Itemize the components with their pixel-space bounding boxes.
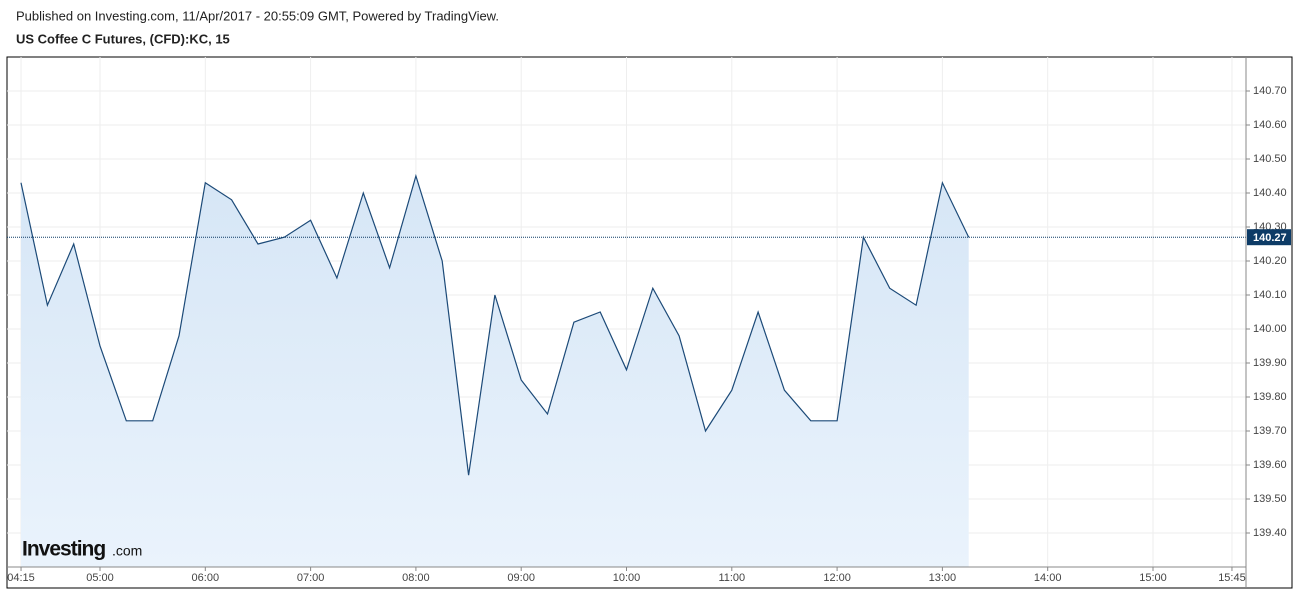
last-price-badge bbox=[1247, 229, 1291, 246]
y-tick-label: 140.00 bbox=[1253, 323, 1287, 335]
y-tick-label: 140.40 bbox=[1253, 187, 1287, 199]
x-tick-label: 05:00 bbox=[86, 572, 114, 584]
last-price-label: 140.27 bbox=[1253, 232, 1287, 244]
y-tick-label: 139.60 bbox=[1253, 459, 1287, 471]
x-tick-label: 12:00 bbox=[823, 572, 851, 584]
x-tick-label: 14:00 bbox=[1034, 572, 1062, 584]
x-tick-label: 04:15 bbox=[7, 572, 35, 584]
price-line bbox=[20, 173, 970, 476]
y-tick-label: 140.20 bbox=[1253, 255, 1287, 267]
x-tick-label: 13:00 bbox=[929, 572, 957, 584]
y-tick-label: 139.90 bbox=[1253, 357, 1287, 369]
x-tick-label: 10:00 bbox=[613, 572, 641, 584]
x-tick-label: 09:00 bbox=[507, 572, 535, 584]
area-fill bbox=[21, 176, 969, 567]
chart-title: US Coffee C Futures, (CFD):KC, 15 bbox=[16, 31, 230, 46]
y-tick-label: 140.60 bbox=[1253, 119, 1287, 131]
logo-suffix: .com bbox=[112, 543, 142, 559]
y-tick-label: 139.70 bbox=[1253, 425, 1287, 437]
y-tick-label: 140.50 bbox=[1253, 153, 1287, 165]
y-tick-label: 139.50 bbox=[1253, 493, 1287, 505]
x-tick-label: 07:00 bbox=[297, 572, 325, 584]
published-note: Published on Investing.com, 11/Apr/2017 … bbox=[16, 8, 499, 23]
y-tick-label: 139.80 bbox=[1253, 391, 1287, 403]
logo-brand: Investing bbox=[22, 538, 105, 561]
x-tick-label: 15:00 bbox=[1139, 572, 1167, 584]
y-tick-label: 139.40 bbox=[1253, 527, 1287, 539]
y-tick-label: 140.70 bbox=[1253, 85, 1287, 97]
y-tick-label: 140.10 bbox=[1253, 289, 1287, 301]
x-tick-label: 08:00 bbox=[402, 572, 430, 584]
x-tick-label: 06:00 bbox=[192, 572, 220, 584]
x-tick-label: 15:45 bbox=[1218, 572, 1246, 584]
x-tick-label: 11:00 bbox=[718, 572, 745, 584]
